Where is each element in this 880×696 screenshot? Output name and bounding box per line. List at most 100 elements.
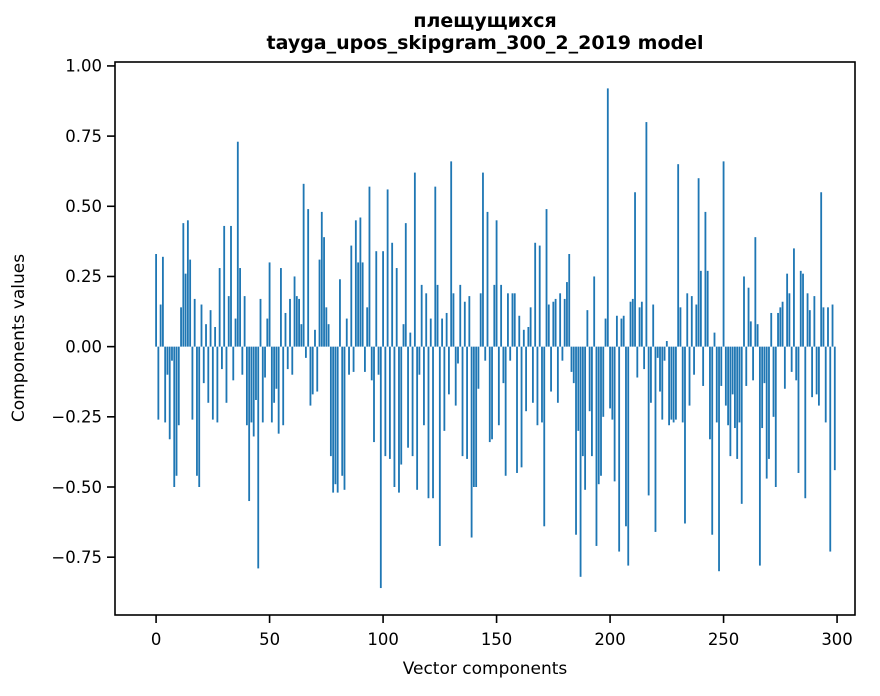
bar — [711, 346, 714, 535]
bar — [454, 346, 457, 406]
bar — [275, 346, 278, 389]
bar — [436, 284, 439, 347]
bar — [736, 346, 739, 459]
bar — [382, 251, 384, 347]
bar — [316, 346, 319, 392]
bar — [311, 346, 314, 395]
bar — [561, 346, 564, 361]
bar — [541, 346, 543, 423]
bar — [550, 346, 552, 392]
bar — [579, 346, 582, 577]
bar — [577, 346, 580, 431]
bar — [747, 287, 750, 347]
bar — [463, 301, 466, 347]
bar — [538, 245, 541, 347]
bar — [679, 307, 682, 347]
bar — [218, 268, 221, 347]
bar — [713, 332, 716, 347]
bar — [793, 248, 795, 347]
bar — [727, 346, 730, 426]
bar — [189, 259, 192, 347]
bar — [186, 220, 189, 347]
bar — [282, 346, 285, 426]
bar — [756, 324, 759, 347]
bar — [559, 293, 562, 347]
bar — [554, 298, 557, 347]
bar — [402, 324, 405, 347]
bar — [177, 346, 180, 426]
bar — [461, 346, 464, 457]
bar — [525, 346, 527, 412]
bar — [393, 346, 396, 487]
bar — [375, 251, 378, 347]
x-tick-label: 100 — [367, 630, 399, 649]
bar — [591, 346, 593, 457]
bar — [511, 293, 514, 347]
bar — [318, 259, 321, 347]
bar — [200, 304, 203, 347]
bar — [373, 346, 375, 443]
bar — [264, 346, 266, 378]
y-tick-label: 0.50 — [65, 197, 102, 216]
y-tick-label: 0.25 — [65, 267, 102, 286]
bar — [450, 161, 453, 347]
bar — [361, 262, 364, 347]
bar — [829, 346, 832, 552]
bar — [777, 312, 779, 347]
chart-title-line2: tayga_upos_skipgram_300_2_2019 model — [267, 32, 704, 54]
bar — [722, 161, 725, 347]
bar — [445, 312, 448, 347]
bar — [665, 341, 668, 347]
bar — [670, 346, 673, 420]
bar — [236, 141, 239, 347]
bar — [615, 315, 618, 347]
bar — [715, 346, 718, 423]
bar — [738, 346, 741, 423]
bar — [772, 346, 775, 417]
bar — [570, 346, 573, 372]
bar — [500, 284, 503, 347]
bar — [625, 346, 627, 527]
bar — [761, 346, 764, 429]
bar — [613, 346, 616, 482]
bar — [606, 88, 609, 347]
bar — [745, 346, 748, 386]
y-tick-label: −0.75 — [51, 548, 102, 567]
bar — [818, 346, 820, 406]
bar — [171, 346, 173, 361]
bar — [248, 346, 251, 502]
bar — [566, 282, 568, 347]
bar — [704, 211, 707, 347]
bar — [343, 346, 346, 490]
bar — [484, 346, 487, 361]
bar — [595, 346, 598, 546]
bar — [400, 346, 403, 465]
bar — [668, 346, 670, 426]
bar — [731, 346, 734, 395]
bar — [388, 346, 391, 459]
bar — [180, 307, 182, 347]
bar — [482, 172, 484, 347]
bar — [659, 346, 661, 392]
bar — [300, 324, 303, 347]
bar — [672, 346, 675, 423]
bar — [820, 192, 823, 347]
bar — [404, 223, 407, 347]
bar — [277, 346, 280, 434]
bar — [486, 211, 489, 347]
bar — [609, 346, 611, 409]
bar — [302, 183, 305, 347]
bar — [175, 346, 178, 476]
bar — [452, 293, 455, 347]
bar — [783, 346, 786, 389]
bar — [155, 254, 157, 347]
bar — [774, 346, 777, 487]
bar — [427, 346, 430, 499]
bar — [833, 346, 836, 471]
x-tick-label: 250 — [708, 630, 740, 649]
x-axis-ticks: 0 50 100 150 200 250 300 — [151, 615, 853, 649]
bar — [232, 346, 235, 381]
bar — [477, 346, 480, 389]
bar — [645, 122, 648, 347]
